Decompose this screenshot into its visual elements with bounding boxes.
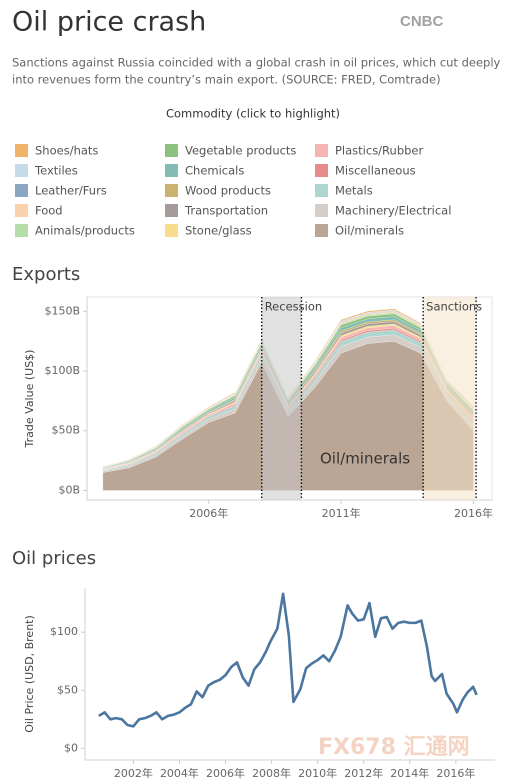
legend-swatch: [315, 184, 328, 197]
legend-label[interactable]: Food: [35, 204, 63, 218]
legend-label[interactable]: Vegetable products: [185, 144, 296, 158]
annotation-band: [423, 297, 477, 500]
legend-label[interactable]: Plastics/Rubber: [335, 144, 423, 158]
legend-swatch: [15, 224, 28, 237]
x-tick-label: 2006年: [189, 506, 228, 520]
y-tick-label: $50B: [51, 424, 80, 437]
legend-label[interactable]: Transportation: [184, 204, 268, 218]
legend-label[interactable]: Leather/Furs: [35, 184, 107, 198]
x-tick-label: 2016年: [454, 506, 493, 520]
legend-swatch: [15, 184, 28, 197]
legend-swatch: [315, 164, 328, 177]
x-tick-label: 2004年: [160, 766, 199, 780]
y-tick-label: $0B: [58, 483, 80, 496]
y-tick-label: $0: [64, 741, 78, 754]
page-title: Oil price crash: [12, 7, 206, 38]
subtitle: Sanctions against Russia coincided with …: [12, 56, 501, 70]
legend-item[interactable]: Textiles: [15, 164, 78, 178]
legend-label[interactable]: Animals/products: [35, 224, 135, 238]
legend-swatch: [315, 144, 328, 157]
legend-swatch: [165, 164, 178, 177]
legend-item[interactable]: Wood products: [165, 184, 271, 198]
y-tick-label: $100B: [44, 364, 80, 377]
annotation-label: Sanctions: [426, 300, 482, 314]
legend-label[interactable]: Oil/minerals: [335, 224, 404, 238]
legend-label[interactable]: Miscellaneous: [335, 164, 416, 178]
y-tick-label: $100: [50, 625, 78, 638]
legend-item[interactable]: Shoes/hats: [15, 144, 98, 158]
section-title: Exports: [12, 264, 80, 285]
legend-item[interactable]: Vegetable products: [165, 144, 296, 158]
x-tick-label: 2010年: [298, 766, 337, 780]
x-tick-label: 2006年: [206, 766, 245, 780]
watermark: FX678 汇通网: [318, 735, 470, 760]
section-title: Oil prices: [12, 548, 96, 569]
logo: CNBC: [400, 13, 443, 30]
legend-swatch: [15, 164, 28, 177]
legend-label[interactable]: Shoes/hats: [35, 144, 98, 158]
legend-item[interactable]: Chemicals: [165, 164, 244, 178]
x-tick-label: 2008年: [252, 766, 291, 780]
y-axis-label: Oil Price (USD, Brent): [23, 615, 36, 733]
x-tick-label: 2014年: [390, 766, 429, 780]
legend-item[interactable]: Transportation: [165, 204, 268, 218]
legend-item[interactable]: Miscellaneous: [315, 164, 416, 178]
legend-item[interactable]: Animals/products: [15, 224, 135, 238]
legend-swatch: [15, 144, 28, 157]
subtitle: into revenues form the country’s main ex…: [12, 73, 441, 87]
legend-item[interactable]: Food: [15, 204, 63, 218]
legend-swatch: [315, 224, 328, 237]
legend-label[interactable]: Chemicals: [185, 164, 244, 178]
legend-item[interactable]: Leather/Furs: [15, 184, 107, 198]
legend-label[interactable]: Metals: [335, 184, 373, 198]
y-tick-label: $50: [57, 683, 78, 696]
legend-swatch: [165, 204, 178, 217]
legend-swatch: [15, 204, 28, 217]
legend-item[interactable]: Machinery/Electrical: [315, 204, 451, 218]
legend-swatch: [165, 184, 178, 197]
legend-item[interactable]: Oil/minerals: [315, 224, 404, 238]
x-tick-label: 2016年: [436, 766, 475, 780]
y-tick-label: $150B: [44, 304, 80, 317]
area-label: Oil/minerals: [320, 450, 410, 468]
annotation-band: [261, 297, 302, 500]
line: [98, 592, 478, 728]
legend-title: Commodity (click to highlight): [166, 107, 340, 121]
x-tick-label: 2011年: [322, 506, 361, 520]
legend-swatch: [315, 204, 328, 217]
legend-label[interactable]: Wood products: [185, 184, 271, 198]
legend-item[interactable]: Stone/glass: [165, 224, 252, 238]
legend-swatch: [165, 224, 178, 237]
legend-item[interactable]: Metals: [315, 184, 373, 198]
legend-label[interactable]: Stone/glass: [185, 224, 252, 238]
x-tick-label: 2012年: [344, 766, 383, 780]
legend-label[interactable]: Textiles: [34, 164, 78, 178]
y-axis-label: Trade Value (US$): [23, 350, 36, 449]
annotation-label: Recession: [265, 300, 322, 314]
x-tick-label: 2002年: [114, 766, 153, 780]
legend-swatch: [165, 144, 178, 157]
legend-label[interactable]: Machinery/Electrical: [335, 204, 451, 218]
legend-item[interactable]: Plastics/Rubber: [315, 144, 423, 158]
